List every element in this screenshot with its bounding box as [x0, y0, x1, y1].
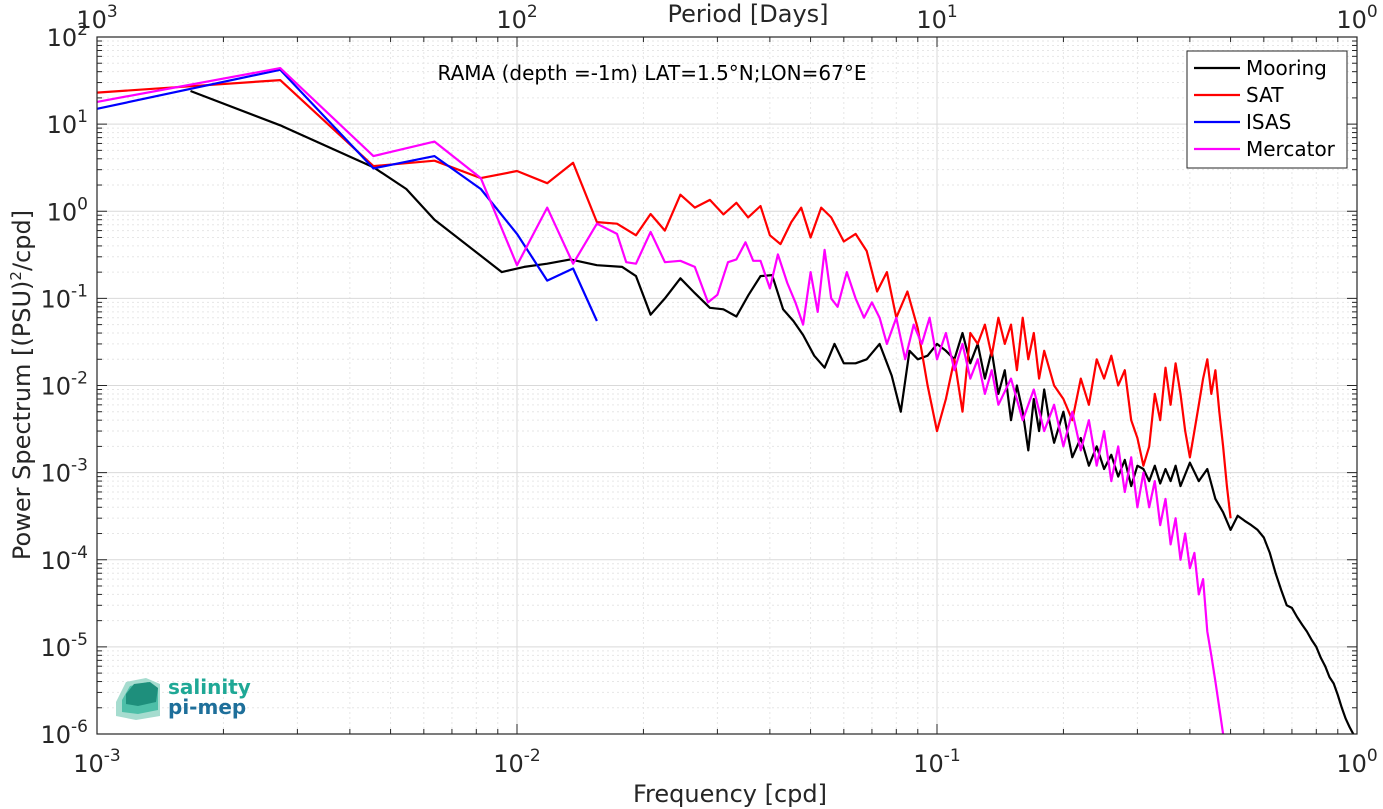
y-tick-label: 10-2 [41, 369, 89, 401]
legend-label-isas: ISAS [1246, 110, 1291, 134]
y-tick-label: 101 [47, 107, 88, 139]
logo-text-line2: pi-mep [168, 695, 246, 719]
x2-axis-label: Period [Days] [667, 0, 828, 28]
x2-tick-label: 101 [916, 2, 957, 34]
tick-marks [96, 37, 1357, 735]
x-tick-label: 10-3 [73, 746, 121, 778]
series-line-isas [96, 68, 598, 322]
series-line-mooring [190, 89, 1355, 735]
x-tick-label: 10-1 [913, 746, 961, 778]
x-tick-label: 10-2 [493, 746, 541, 778]
salinity-pi-mep-logo: salinity pi-mep [116, 675, 251, 720]
grid [96, 37, 1357, 735]
y-tick-label: 102 [47, 20, 88, 52]
x2-tick-label: 102 [496, 2, 537, 34]
series-line-sat [96, 79, 1232, 519]
legend-label-mercator: Mercator [1246, 137, 1336, 161]
y-tick-label: 10-4 [41, 543, 89, 575]
legend-label-sat: SAT [1246, 83, 1284, 107]
y-tick-label: 10-6 [41, 717, 89, 749]
x2-tick-label: 103 [76, 2, 117, 34]
x2-tick-label: 100 [1336, 2, 1377, 34]
y-tick-label: 10-3 [41, 456, 89, 488]
y-axis-label: Power Spectrum [(PSU)2/cpd] [7, 210, 36, 560]
x-tick-label: 100 [1336, 746, 1377, 778]
legend: Mooring SAT ISAS Mercator [1186, 50, 1348, 169]
x-axis-label: Frequency [cpd] [633, 780, 827, 808]
y-tick-label: 100 [47, 194, 88, 226]
series-lines [96, 67, 1355, 735]
chart-title: RAMA (depth =-1m) LAT=1.5°N;LON=67°E [438, 61, 867, 85]
legend-label-mooring: Mooring [1246, 56, 1327, 80]
y-tick-label: 10-5 [41, 630, 89, 662]
series-line-mercator [96, 67, 1225, 735]
logo-text-line1: salinity [168, 675, 251, 699]
y-tick-label: 10-1 [41, 281, 89, 313]
